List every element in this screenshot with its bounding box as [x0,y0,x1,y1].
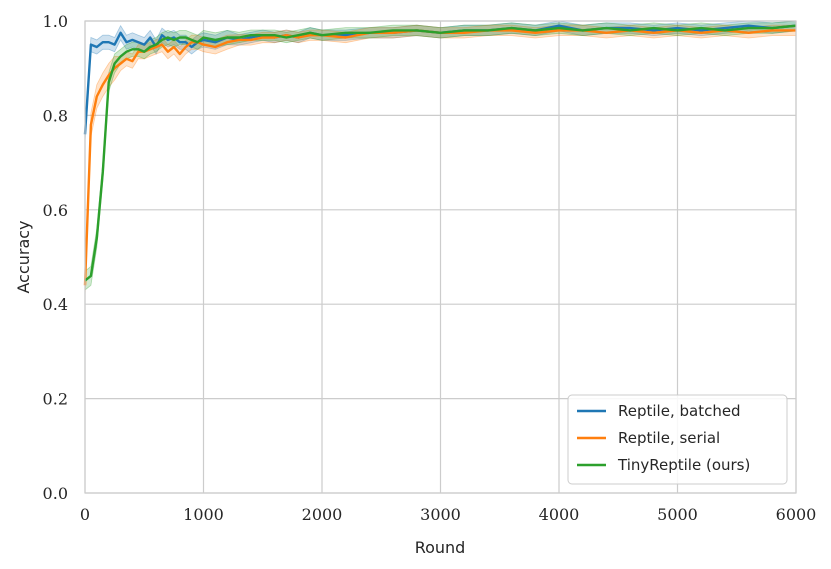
x-tick-label: 3000 [420,505,461,524]
legend-label: TinyReptile (ours) [617,456,750,474]
x-tick-label: 5000 [657,505,698,524]
y-axis-label: Accuracy [14,220,33,293]
y-tick-label: 0.4 [43,295,68,314]
legend: Reptile, batched Reptile, serial TinyRepti… [567,394,788,485]
legend-label: Reptile, serial [618,429,720,447]
x-tick-label: 2000 [302,505,343,524]
series-line [83,29,796,286]
x-tick-label: 4000 [539,505,580,524]
y-tick-label: 0.0 [43,484,68,503]
x-tick-labels: 0 1000 2000 3000 4000 5000 6000 [80,505,816,524]
x-tick-label: 0 [80,505,90,524]
plot-frame [84,20,797,494]
y-tick-labels: 0.0 0.2 0.4 0.6 0.8 1.0 [43,12,68,503]
x-tick-label: 1000 [183,505,224,524]
x-axis-label: Round [415,538,466,557]
legend-box [567,394,788,485]
y-tick-label: 0.6 [43,201,68,220]
y-tick-label: 1.0 [43,12,68,31]
y-tick-label: 0.2 [43,390,68,409]
series-line [84,24,797,282]
x-tick-label: 6000 [776,505,817,524]
series-lines [83,24,797,286]
legend-label: Reptile, batched [618,402,741,420]
y-tick-label: 0.8 [43,106,68,125]
